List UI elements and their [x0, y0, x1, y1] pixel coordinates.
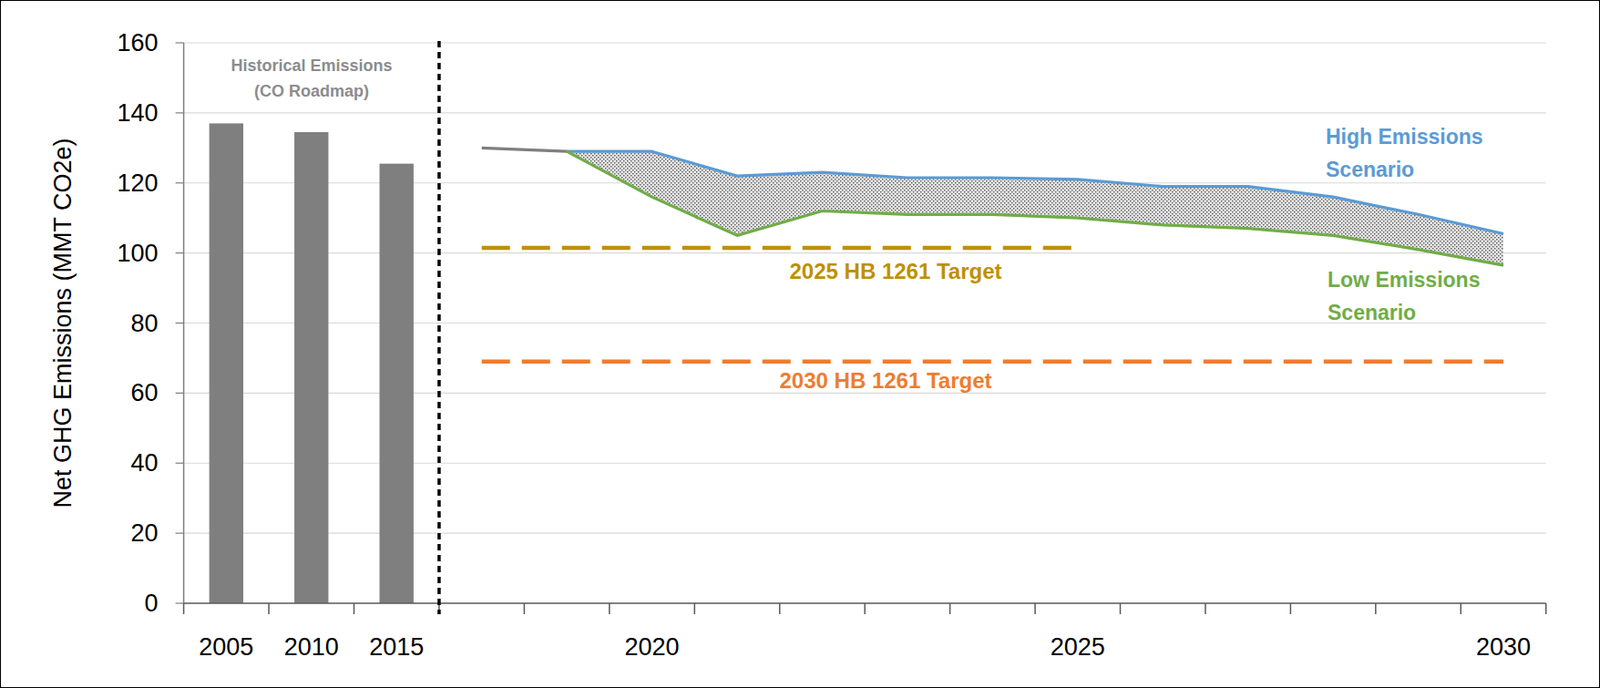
x-tick-label: 2030 — [1476, 633, 1531, 661]
x-tick — [267, 603, 270, 615]
y-tick-label: 40 — [131, 449, 159, 477]
marks — [209, 123, 1504, 604]
label-line: 2025 HB 1261 Target — [789, 258, 1002, 284]
x-tick — [353, 603, 356, 615]
label-line: 2030 HB 1261 Target — [779, 368, 992, 393]
chart: 0 20 40 60 80 100 120 140 160 Net GHG Emissions (… — [0, 0, 1600, 688]
bar — [209, 123, 244, 604]
label-line: Low Emissions — [1327, 267, 1480, 292]
series-label: Low Emissions Scenario — [1327, 267, 1480, 325]
x-tick — [1290, 603, 1293, 615]
target-line — [482, 246, 1078, 251]
y-tick-label: 20 — [131, 519, 159, 547]
x-tick — [863, 603, 866, 615]
y-tick — [175, 112, 185, 113]
divider — [437, 41, 442, 615]
series-label: High Emissions Scenario — [1325, 124, 1484, 182]
y-tick — [175, 462, 185, 464]
y-tick — [175, 533, 185, 534]
x-tick-label: 2020 — [625, 633, 680, 661]
y-tick — [175, 602, 185, 604]
bar — [294, 132, 329, 604]
target-line — [482, 359, 1504, 365]
x-tick — [779, 603, 781, 615]
label-line: Historical Emissions — [230, 56, 392, 75]
series-line — [482, 147, 567, 152]
label-line: High Emissions — [1325, 124, 1484, 149]
x-tick — [1204, 603, 1207, 615]
x-tick — [694, 603, 697, 615]
y-tick-label: 100 — [117, 239, 159, 267]
grid-line — [184, 112, 1547, 113]
x-tick — [183, 603, 185, 615]
y-tick — [175, 252, 185, 254]
y-tick-label: 60 — [131, 379, 159, 407]
label-line: Scenario — [1327, 300, 1416, 325]
x-tick — [1034, 603, 1036, 615]
frame — [0, 0, 1600, 688]
y-tick — [175, 41, 185, 43]
x-tick — [949, 603, 952, 615]
x-tick-label: 2015 — [369, 633, 424, 661]
y-tick — [175, 392, 185, 394]
x-tick-label: 2010 — [284, 633, 339, 661]
x-tick-label: 2005 — [198, 633, 254, 661]
y-tick — [175, 322, 185, 324]
x-tick-label: 2025 — [1050, 633, 1106, 661]
series-label: 2025 HB 1261 Target — [789, 258, 1002, 284]
x-tick — [1374, 603, 1377, 615]
y-tick-label: 120 — [117, 169, 159, 197]
x-tick — [523, 603, 526, 615]
x-tick — [608, 603, 611, 615]
bar — [379, 164, 414, 604]
y-tick-label: 160 — [117, 29, 159, 57]
y-tick-label: 80 — [131, 309, 159, 338]
x-tick — [1545, 603, 1548, 615]
series-label: Historical Emissions (CO Roadmap) — [230, 56, 392, 101]
y-tick — [175, 182, 185, 184]
series-label: 2030 HB 1261 Target — [779, 368, 992, 393]
label-line: (CO Roadmap) — [254, 82, 370, 101]
x-tick — [1460, 603, 1463, 615]
y-axis — [183, 42, 185, 604]
y-axis-title: Net GHG Emissions (MMT CO2e) — [49, 137, 77, 508]
x-tick — [1119, 603, 1122, 615]
grid-line — [184, 41, 1547, 43]
y-tick-label: 0 — [144, 589, 159, 617]
label-line: Scenario — [1325, 157, 1415, 182]
y-tick-label: 140 — [117, 99, 159, 127]
